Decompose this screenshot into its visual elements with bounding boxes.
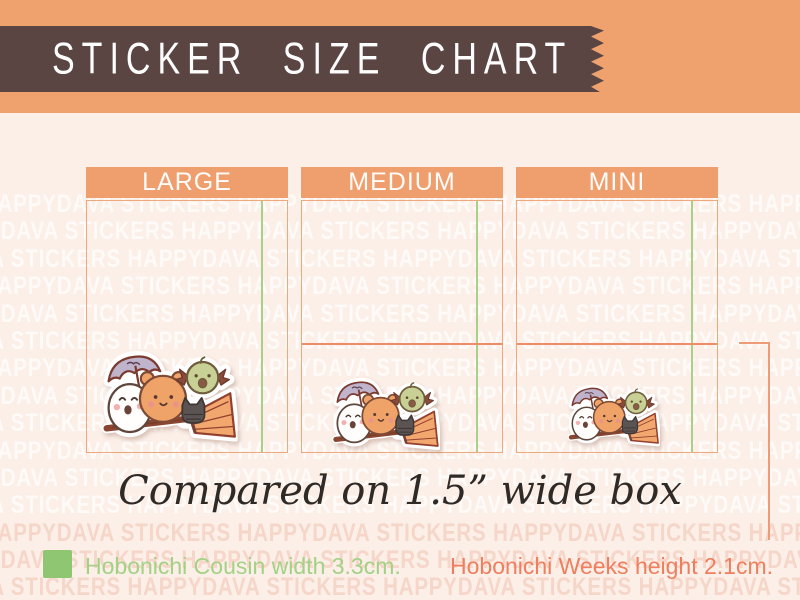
weeks-height-bracket-vertical	[768, 342, 770, 540]
cousin-width-guide-line	[691, 201, 693, 452]
sticker-image-large	[99, 350, 238, 444]
cousin-width-guide-line	[476, 201, 478, 452]
weeks-height-bracket-horizontal	[739, 342, 770, 344]
size-box-medium: MEDIUM	[301, 167, 503, 453]
title-ribbon: STICKER SIZE CHART	[0, 26, 604, 92]
size-box-large-header: LARGE	[86, 167, 288, 198]
legend: Hobonichi Cousin width 3.3cm. Hobonichi …	[0, 546, 800, 586]
sticker-image-mini	[566, 384, 660, 448]
weeks-height-guide-line	[302, 343, 502, 345]
size-box-medium-body	[301, 200, 503, 453]
top-orange-band: STICKER SIZE CHART	[0, 0, 800, 113]
size-box-mini: MINI	[516, 167, 718, 453]
size-box-large-body	[86, 200, 288, 453]
weeks-height-guide-line	[517, 343, 717, 345]
cousin-green-swatch-icon	[43, 550, 72, 578]
size-box-large: LARGE	[86, 167, 288, 453]
cousin-width-guide-line	[261, 201, 263, 452]
watermark-row: HAPPYDAVA STICKERS HAPPYDAVA STICKERS HA…	[0, 518, 800, 547]
sticker-image-medium	[330, 377, 440, 452]
size-box-medium-header: MEDIUM	[301, 167, 503, 198]
comparison-caption: Compared on 1.5” wide box	[118, 468, 682, 514]
legend-weeks-label: Hobonichi Weeks height 2.1cm.	[450, 553, 774, 579]
page-title: STICKER SIZE CHART	[52, 33, 573, 84]
size-box-mini-header: MINI	[516, 167, 718, 198]
size-box-mini-body	[516, 200, 718, 453]
legend-cousin-label: Hobonichi Cousin width 3.3cm.	[85, 553, 401, 579]
